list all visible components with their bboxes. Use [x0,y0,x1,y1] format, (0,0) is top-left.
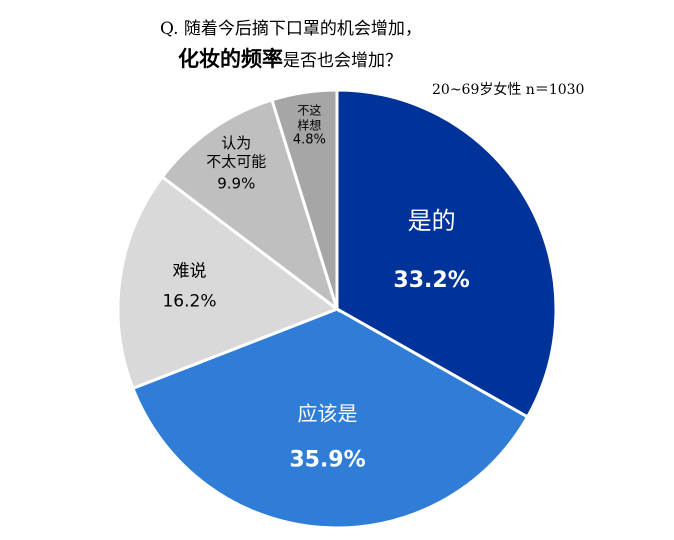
pie-slice-3 [116,174,341,391]
chart-title-bold: 化妆的频率 [178,47,283,71]
slice-label-5-line-2: 样想 [297,118,321,133]
pie-slice-5 [270,88,339,310]
slice-value-3: 16.2% [162,292,216,312]
slice-value-2: 35.9% [289,448,365,473]
slice-label-4-line-2: 不太可能 [206,153,266,171]
chart-title-line1: Q. 随着今后摘下口罩的机会增加， [160,19,422,39]
sample-note: 20~69岁女性 n＝1030 [432,81,584,98]
pie-slice-1 [335,88,558,419]
pie-slices [116,88,558,530]
chart-title-rest: 是否也会增加？ [283,51,402,71]
pie-slice-4 [160,98,340,314]
slice-label-2-line-1: 应该是 [298,402,358,426]
pie-slice-2 [130,307,530,530]
slice-value-1: 33.2% [393,268,469,293]
slice-label-5-line-1: 不这 [297,103,321,118]
slice-label-4-line-1: 认为 [221,134,251,152]
slice-label-1-line-1: 是的 [408,207,456,235]
slice-value-4: 9.9% [217,175,255,193]
chart-title-line2: 化妆的频率是否也会增加？ [178,47,402,71]
slice-label-3-line-1: 难说 [173,262,207,282]
slice-value-5: 4.8% [293,133,326,148]
